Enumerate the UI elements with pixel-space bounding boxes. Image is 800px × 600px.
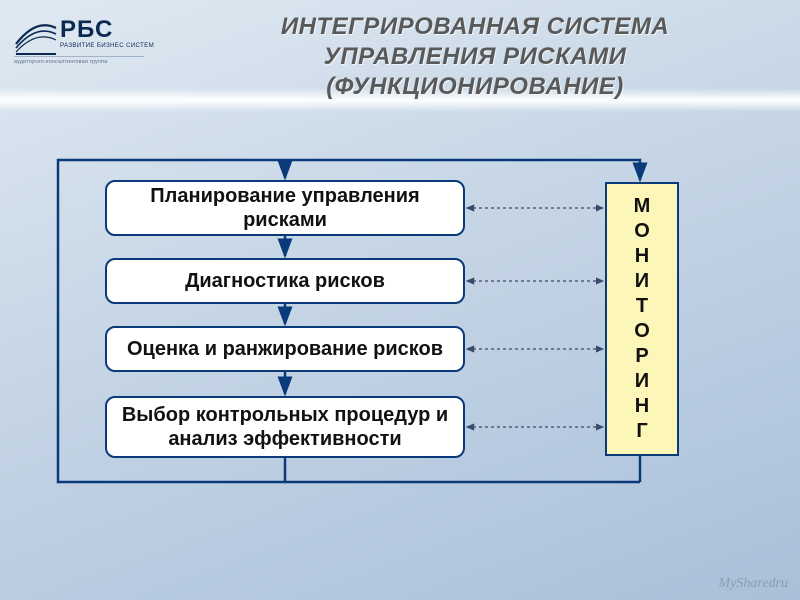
- process-label: Диагностика рисков: [185, 269, 385, 293]
- process-box-diagnostics: Диагностика рисков: [105, 258, 465, 304]
- process-box-assessment: Оценка и ранжирование рисков: [105, 326, 465, 372]
- process-box-planning: Планирование управления рисками: [105, 180, 465, 236]
- logo-arc-icon: [14, 14, 58, 58]
- logo-text-sub: РАЗВИТИЕ БИЗНЕС СИСТЕМ: [60, 42, 154, 49]
- monitor-label: МОНИТОРИНГ: [634, 194, 651, 444]
- logo: РБС РАЗВИТИЕ БИЗНЕС СИСТЕМ аудиторско-ко…: [14, 14, 144, 66]
- logo-text-group: аудиторско-консалтинговая группа: [14, 56, 144, 65]
- monitor-box: МОНИТОРИНГ: [605, 182, 679, 456]
- slide-title: ИНТЕГРИРОВАННАЯ СИСТЕМА УПРАВЛЕНИЯ РИСКА…: [170, 12, 780, 102]
- title-line-2: УПРАВЛЕНИЯ РИСКАМИ: [324, 43, 627, 70]
- process-label: Планирование управления рисками: [117, 184, 453, 232]
- logo-text-main: РБС: [60, 16, 113, 44]
- flowchart-diagram: Планирование управления рисками Диагност…: [0, 130, 800, 570]
- title-line-1: ИНТЕГРИРОВАННАЯ СИСТЕМА: [281, 13, 669, 40]
- title-line-3: (ФУНКЦИОНИРОВАНИЕ): [326, 73, 624, 100]
- process-box-controls: Выбор контрольных процедур и анализ эффе…: [105, 396, 465, 458]
- watermark: MySharedru: [719, 576, 788, 592]
- process-label: Выбор контрольных процедур и анализ эффе…: [117, 403, 453, 451]
- process-label: Оценка и ранжирование рисков: [127, 337, 443, 361]
- slide: РБС РАЗВИТИЕ БИЗНЕС СИСТЕМ аудиторско-ко…: [0, 0, 800, 600]
